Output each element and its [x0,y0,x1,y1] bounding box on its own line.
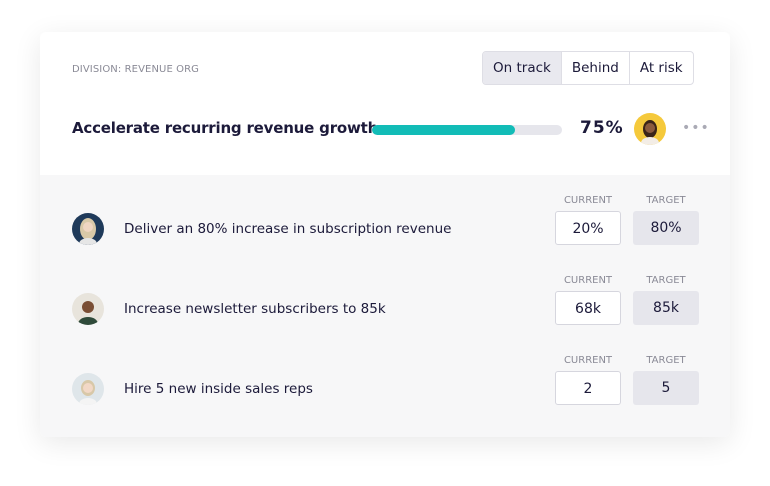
assignee-avatar [72,293,104,325]
target-value: 85k [633,291,699,325]
assignee-avatar [72,373,104,405]
more-options-icon[interactable]: ••• [682,120,710,136]
key-result-label: Increase newsletter subscribers to 85k [124,301,386,317]
key-result-label: Hire 5 new inside sales reps [124,381,313,397]
status-at-risk-button[interactable]: At risk [628,52,693,84]
assignee-avatar [72,213,104,245]
key-result-row: Hire 5 new inside sales reps CURRENT TAR… [40,327,730,407]
owner-avatar[interactable] [634,113,666,145]
goal-header: DIVISION: REVENUE ORG On track Behind At… [40,32,730,175]
current-value-input[interactable]: 20% [555,211,621,245]
status-on-track-button[interactable]: On track [483,52,561,84]
key-result-row: Increase newsletter subscribers to 85k C… [40,247,730,327]
progress-fill [372,125,515,135]
goal-card: DIVISION: REVENUE ORG On track Behind At… [40,32,730,437]
current-header: CURRENT [563,195,613,206]
target-value: 5 [633,371,699,405]
target-header: TARGET [646,355,686,366]
key-result-row: Deliver an 80% increase in subscription … [40,167,730,247]
goal-title: Accelerate recurring revenue growth [72,119,379,137]
current-value-input[interactable]: 2 [555,371,621,405]
target-header: TARGET [646,195,686,206]
status-behind-button[interactable]: Behind [560,52,629,84]
goal-progress-bar [372,125,562,135]
current-header: CURRENT [563,275,613,286]
target-value: 80% [633,211,699,245]
division-label: DIVISION: REVENUE ORG [72,64,200,75]
target-header: TARGET [646,275,686,286]
key-results-list: Deliver an 80% increase in subscription … [40,175,730,437]
goal-progress-percent: 75% [580,118,624,138]
key-result-label: Deliver an 80% increase in subscription … [124,221,452,237]
current-header: CURRENT [563,355,613,366]
current-value-input[interactable]: 68k [555,291,621,325]
status-segmented-control: On track Behind At risk [482,51,694,85]
